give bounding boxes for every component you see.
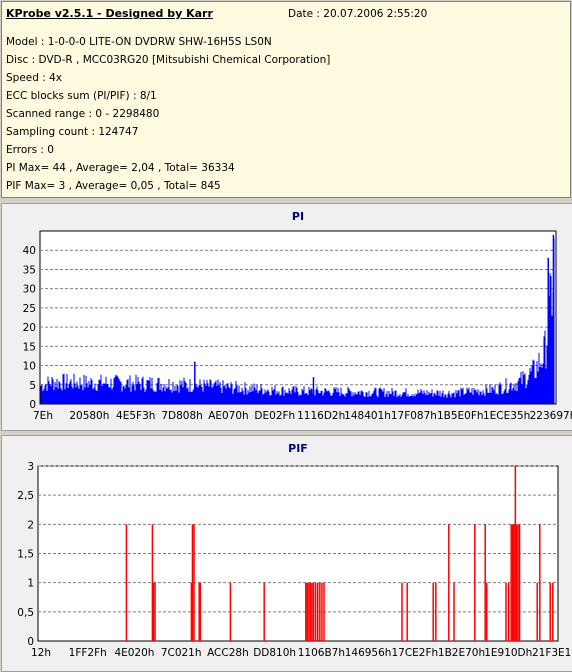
y-tick-label: 20 [23, 322, 36, 334]
x-tick-label: DD810h [253, 647, 296, 659]
x-tick-label: 17CE2Fh [391, 647, 438, 659]
app-title: KProbe v2.5.1 - Designed by Karr [6, 7, 213, 20]
errors-line: Errors : 0 [6, 144, 54, 156]
y-tick-label: 25 [23, 303, 36, 315]
x-tick-label: 7D808h [161, 410, 202, 422]
x-tick-label: AE070h [208, 410, 249, 422]
x-tick-label: 148401h [344, 410, 391, 422]
speed-line: Speed : 4x [6, 72, 63, 84]
x-tick-label: 4E5F3h [116, 410, 155, 422]
y-tick-label: 1,5 [17, 549, 34, 561]
x-tick-label: 4E020h [114, 647, 154, 659]
pif-summary-line: PIF Max= 3 , Average= 0,05 , Total= 845 [6, 180, 221, 192]
x-tick-label: 7Eh [33, 410, 53, 422]
chart-title: PIF [288, 442, 308, 455]
y-tick-label: 0 [29, 399, 36, 411]
pif-chart-panel: PIF 0 0,5 1 1,5 2 2,5 3 12h 1FF2Fh 4E020h 7C021h ACC… [1, 435, 572, 672]
y-tick-label: 30 [23, 284, 36, 296]
model-line: Model : 1-0-0-0 LITE-ON DVDRW SHW-16H5S … [6, 36, 272, 48]
y-tick-label: 1 [27, 578, 34, 590]
pi-summary-line: PI Max= 44 , Average= 2,04 , Total= 3633… [6, 162, 235, 174]
x-tick-label: 146956h [345, 647, 392, 659]
pi-chart-panel: PI 0 5 10 15 20 25 30 35 40 7Eh 20580h 4E5F3h 7D808h A… [1, 203, 572, 431]
scanned-range-line: Scanned range : 0 - 2298480 [6, 108, 160, 120]
x-tick-label: 1116D2h [297, 410, 345, 422]
sampling-count-line: Sampling count : 124747 [6, 126, 139, 138]
y-tick-label: 2 [27, 519, 34, 531]
info-panel: KProbe v2.5.1 - Designed by Karr Date : … [1, 1, 571, 198]
disc-line: Disc : DVD-R , MCC03RG20 [Mitsubishi Che… [6, 54, 331, 66]
x-tick-label: 1B2E70h [438, 647, 485, 659]
x-tick-label: 1ECE35h [483, 410, 530, 422]
x-tick-label: DE02Fh [254, 410, 295, 422]
chart-title: PI [292, 210, 304, 223]
pi-chart: PI 0 5 10 15 20 25 30 35 40 7Eh 20580h 4E5F3h 7D808h A… [23, 210, 572, 422]
x-tick-label: 17F087h [391, 410, 437, 422]
x-tick-label: 1B5E0Fh [437, 410, 484, 422]
x-tick-label: 12h [31, 647, 51, 659]
scan-date: Date : 20.07.2006 2:55:20 [288, 8, 428, 20]
y-tick-label: 10 [23, 361, 36, 373]
plot-area [39, 230, 557, 405]
y-tick-label: 0 [27, 636, 34, 648]
y-tick-label: 40 [23, 245, 36, 257]
x-tick-label: 1FF2Fh [69, 647, 107, 659]
y-tick-label: 3 [27, 461, 34, 473]
x-tick-label: 7C021h [161, 647, 202, 659]
x-tick-label: 1106B7h [298, 647, 345, 659]
x-tick-label: 20580h [69, 410, 109, 422]
x-tick-label: 21F3E1h [532, 647, 572, 659]
y-tick-label: 5 [29, 380, 36, 392]
pif-chart: PIF 0 0,5 1 1,5 2 2,5 3 12h 1FF2Fh 4E020h 7C021h ACC… [17, 442, 572, 659]
y-tick-label: 2,5 [17, 490, 34, 502]
y-tick-label: 35 [23, 264, 36, 276]
y-tick-label: 0,5 [17, 607, 34, 619]
x-tick-label: ACC28h [207, 647, 249, 659]
y-tick-label: 15 [23, 341, 36, 353]
x-tick-label: 223697h [530, 410, 572, 422]
x-tick-label: 1E910Dh [484, 647, 532, 659]
ecc-line: ECC blocks sum (PI/PIF) : 8/1 [6, 90, 157, 102]
